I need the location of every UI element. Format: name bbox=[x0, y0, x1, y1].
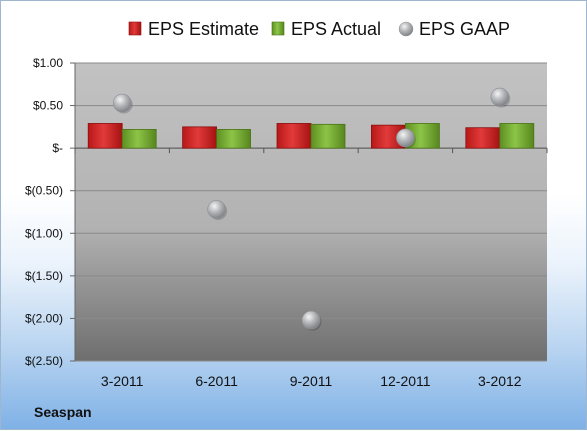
x-tick-label: 3-2012 bbox=[478, 373, 522, 389]
legend-label: EPS Estimate bbox=[148, 19, 259, 39]
y-tick-label: $- bbox=[52, 141, 63, 155]
point-eps-gaap bbox=[112, 93, 132, 113]
bar-eps-estimate bbox=[465, 127, 501, 149]
bar-eps-actual bbox=[499, 123, 535, 149]
y-tick-label: $(1.50) bbox=[25, 269, 63, 283]
y-tick-label: $0.50 bbox=[33, 99, 63, 113]
point-eps-gaap bbox=[396, 128, 415, 148]
point-eps-gaap bbox=[301, 310, 321, 330]
legend-swatch-eps-gaap bbox=[398, 21, 414, 37]
y-tick-label: $1.00 bbox=[33, 56, 63, 70]
bar-eps-estimate bbox=[87, 123, 123, 149]
bar-eps-estimate bbox=[276, 123, 312, 149]
point-eps-gaap bbox=[207, 200, 226, 219]
point-eps-gaap bbox=[490, 87, 510, 107]
y-tick-label: $(1.00) bbox=[25, 226, 63, 240]
bar-eps-actual bbox=[216, 129, 252, 149]
y-tick-label: $(2.50) bbox=[25, 354, 63, 368]
company-name: Seaspan bbox=[34, 404, 92, 420]
legend-label: EPS Actual bbox=[291, 19, 381, 39]
legend-label: EPS GAAP bbox=[419, 19, 510, 39]
y-tick-label: $(2.00) bbox=[25, 311, 63, 325]
legend-swatch-eps-estimate bbox=[128, 21, 142, 36]
x-tick-label: 12-2011 bbox=[380, 373, 431, 389]
legend-swatch-eps-actual bbox=[271, 21, 285, 36]
bar-eps-actual bbox=[310, 123, 346, 149]
x-tick-label: 3-2011 bbox=[101, 373, 144, 389]
x-tick-label: 6-2011 bbox=[195, 373, 238, 389]
y-tick-label: $(0.50) bbox=[25, 184, 63, 198]
bar-eps-estimate bbox=[182, 126, 218, 149]
bar-eps-actual bbox=[121, 129, 157, 149]
x-tick-label: 9-2011 bbox=[290, 373, 333, 389]
